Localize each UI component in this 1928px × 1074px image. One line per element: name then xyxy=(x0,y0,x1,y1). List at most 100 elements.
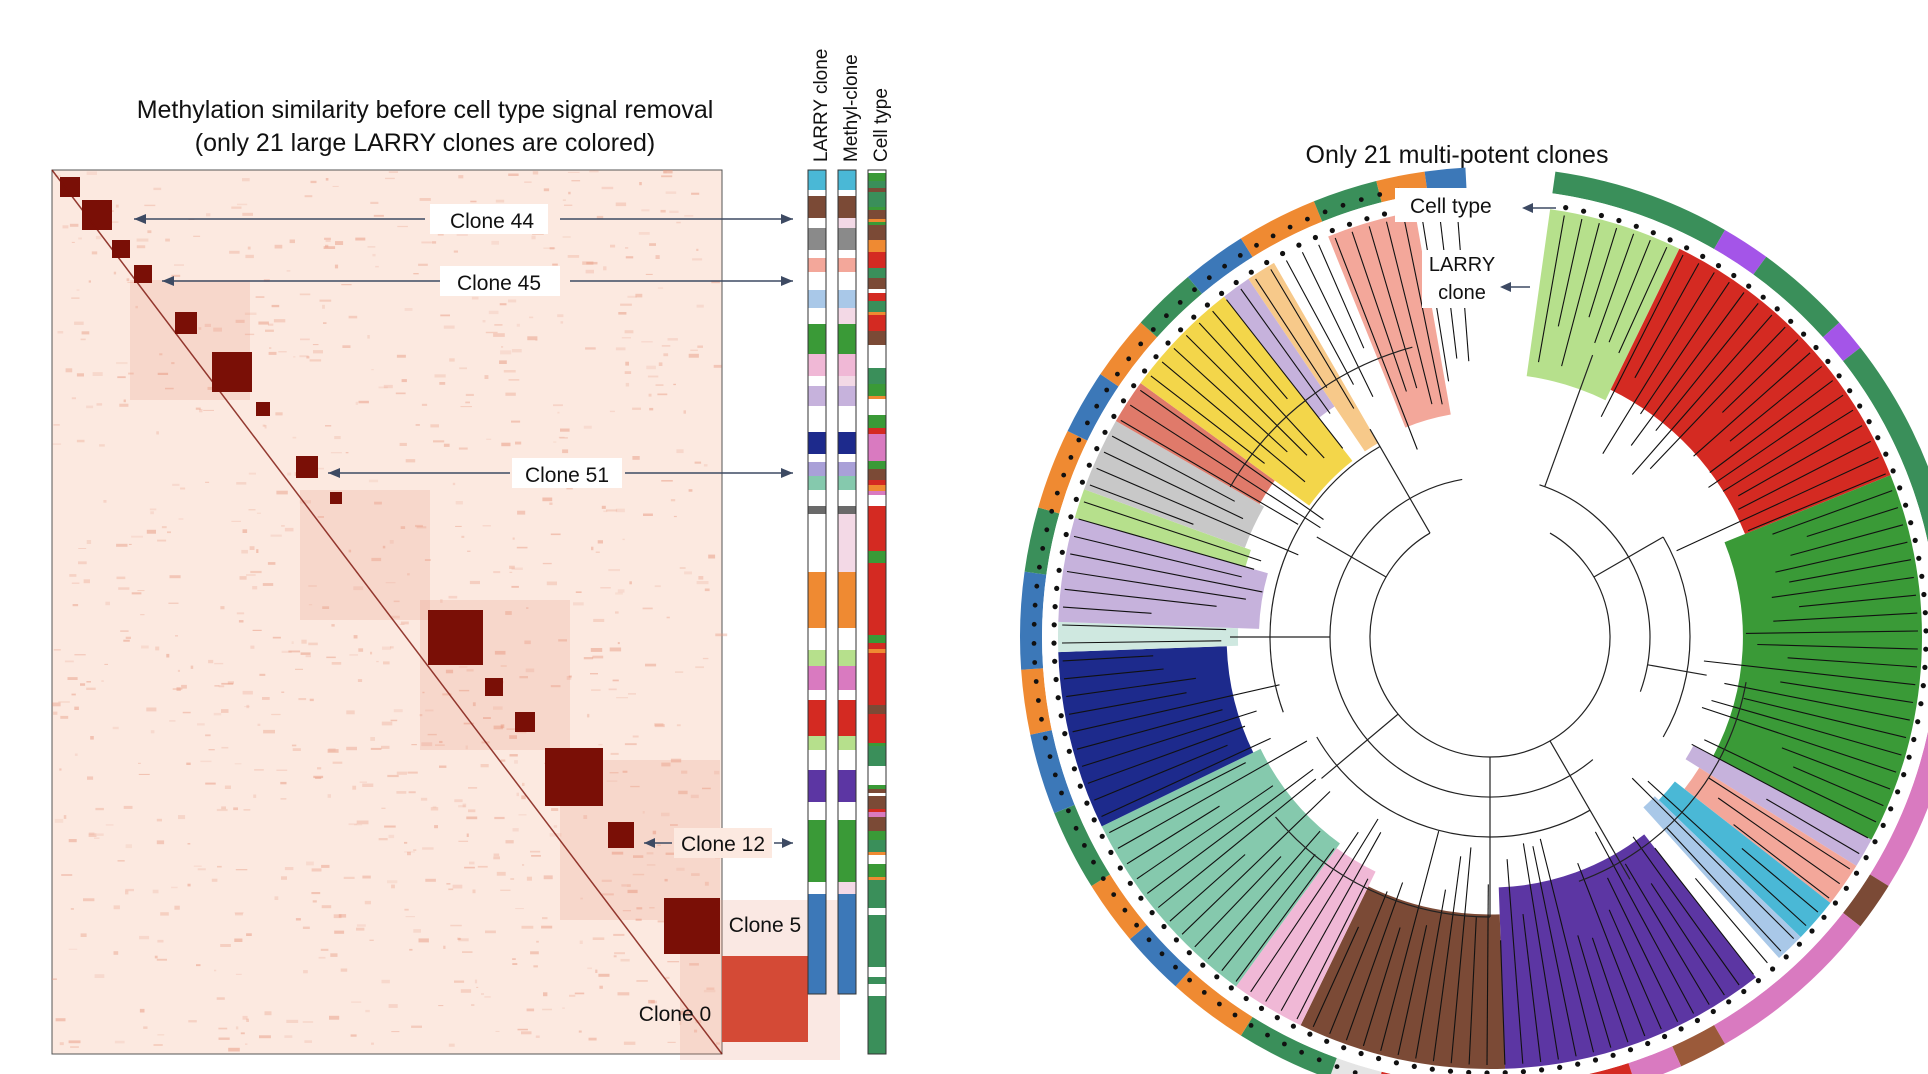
heat-speckle xyxy=(311,868,322,872)
heat-speckle xyxy=(636,980,648,982)
heat-speckle xyxy=(609,410,615,413)
heat-speckle xyxy=(437,233,444,236)
tip-dot xyxy=(1076,437,1082,443)
tree-tip-branch xyxy=(1139,389,1324,520)
tip-dot xyxy=(1836,373,1842,379)
tree-tip-branch xyxy=(1345,882,1404,1041)
circular-dendrogram xyxy=(1020,167,1928,1074)
heat-speckle xyxy=(384,825,396,828)
heat-speckle xyxy=(70,908,74,910)
clone-block xyxy=(175,312,197,334)
heat-speckle xyxy=(65,368,73,373)
heat-speckle xyxy=(466,669,474,672)
heat-speckle xyxy=(208,659,214,664)
heat-speckle xyxy=(439,382,446,385)
heat-speckle xyxy=(295,668,303,670)
heat-speckle xyxy=(463,722,474,725)
track-header-labels: LARRY clone Methyl-clone Cell type xyxy=(811,49,892,162)
tree-tip-branch xyxy=(1368,226,1418,389)
heat-speckle xyxy=(259,673,266,676)
tip-dot xyxy=(1117,865,1123,871)
clone-wedge xyxy=(1224,278,1335,418)
tree-tip-branch xyxy=(1650,883,1725,996)
track-segment xyxy=(868,491,886,495)
track-segment xyxy=(868,222,886,225)
heat-speckle xyxy=(172,688,183,690)
arrowhead-right xyxy=(781,468,793,478)
tree-tip-branch xyxy=(1771,576,1914,598)
heat-speckle xyxy=(335,241,344,245)
heat-speckle xyxy=(112,726,119,730)
heat-speckle xyxy=(123,399,126,403)
heat-speckle xyxy=(665,976,670,979)
heat-speckle xyxy=(83,579,90,584)
track-segment xyxy=(838,386,856,406)
heat-speckle xyxy=(663,170,673,174)
heat-speckle xyxy=(364,900,371,905)
heat-speckle xyxy=(273,319,286,323)
heat-speckle xyxy=(343,876,355,879)
track-segment xyxy=(808,462,826,476)
track-segment xyxy=(868,1045,886,1048)
tree-tip-branch xyxy=(1602,272,1715,454)
tree-tip-branch xyxy=(1775,541,1908,573)
heat-speckle xyxy=(127,281,140,283)
heat-speckle xyxy=(390,719,398,722)
tip-dot xyxy=(1334,1064,1340,1069)
heat-speckle xyxy=(458,666,468,668)
heat-speckle xyxy=(299,355,309,358)
cell-type-ring-segment xyxy=(1038,430,1088,514)
heat-speckle xyxy=(150,511,154,515)
tree-tip-branch xyxy=(1062,624,1227,631)
heat-speckle xyxy=(632,873,645,876)
tip-dot xyxy=(1358,1050,1364,1057)
heat-speckle xyxy=(407,771,418,774)
heat-speckle xyxy=(583,657,594,660)
heat-speckle xyxy=(405,459,416,463)
heat-speckle xyxy=(432,241,437,244)
heat-speckle xyxy=(188,1020,197,1023)
track-segment xyxy=(808,650,826,666)
heat-speckle xyxy=(95,235,102,240)
heat-speckle xyxy=(370,737,375,741)
heat-speckle xyxy=(71,241,75,243)
track-segment xyxy=(868,977,886,984)
heat-speckle xyxy=(627,295,637,298)
track-segment xyxy=(838,432,856,454)
tip-dot xyxy=(1052,658,1058,664)
heat-speckle xyxy=(300,338,310,341)
tip-dot xyxy=(1232,1012,1238,1018)
heat-speckle xyxy=(443,325,455,329)
heat-speckle xyxy=(527,336,538,341)
tip-dot xyxy=(1248,269,1254,275)
heat-speckle xyxy=(509,565,515,569)
heat-speckle xyxy=(250,645,255,649)
heat-speckle xyxy=(52,702,61,707)
heat-speckle xyxy=(472,889,476,894)
tree-tip-branch xyxy=(1255,278,1328,389)
heat-speckle xyxy=(244,333,255,336)
larry-callout-line1: LARRY xyxy=(1429,254,1495,276)
heat-speckle xyxy=(448,888,454,891)
heat-speckle xyxy=(432,805,437,809)
heat-speckle xyxy=(454,799,463,803)
heat-speckle xyxy=(557,411,560,414)
heat-speckle xyxy=(291,744,297,747)
heat-speckle xyxy=(567,171,580,173)
heat-speckle xyxy=(280,798,287,800)
heat-speckle xyxy=(673,383,676,386)
track-segment xyxy=(868,877,886,880)
track-segment xyxy=(838,476,856,490)
tree-tip-branch xyxy=(1618,246,1668,354)
heat-speckle xyxy=(153,187,162,191)
arrowhead-right xyxy=(781,214,793,224)
heat-speckle xyxy=(54,818,64,823)
heat-speckle xyxy=(443,945,446,949)
heat-speckle xyxy=(593,618,605,622)
heat-speckle xyxy=(118,587,130,590)
heat-speckle xyxy=(187,843,191,845)
heat-speckle xyxy=(213,712,222,716)
tree-tip-branch xyxy=(1588,227,1618,318)
tip-dot xyxy=(1204,302,1210,308)
heat-speckle xyxy=(535,339,538,341)
